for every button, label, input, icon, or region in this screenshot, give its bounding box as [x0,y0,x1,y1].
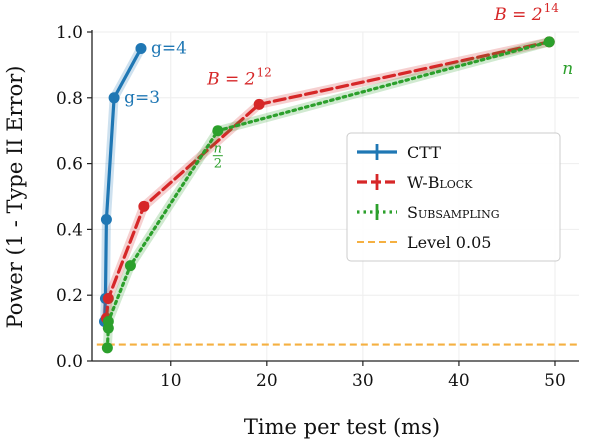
legend-box [346,132,561,262]
annotation-B-exponent: 12 [257,65,272,79]
y-tick-label: 0.6 [56,155,83,175]
y-tick-label: 0.8 [56,89,83,109]
annotation-B-12: B = 2 [206,69,255,89]
annotation-n: n [562,59,573,79]
y-tick-label: 1.0 [56,23,83,43]
annotation-g-eq-4: g=4 [151,38,187,58]
annotation-B-14: B = 2 [493,5,542,25]
annotation-frac-numerator: n [214,142,222,157]
x-axis-label: Time per test (ms) [244,415,440,439]
y-tick-label: 0.0 [56,352,83,372]
legend: CTT W-Block Subsampling Level 0.05 [346,132,561,262]
x-tick-label: 30 [352,371,374,391]
annotation-g-eq-3: g=3 [124,88,160,108]
x-tick-label: 10 [160,371,182,391]
y-tick-label: 0.4 [56,220,83,240]
axes: 10 20 30 40 50 0.0 0.2 0.4 0.6 0.8 1.0 [56,23,579,391]
legend-label: Subsampling [407,203,500,222]
annotation-B-exponent: 14 [544,1,560,15]
y-axis-label: Power (1 - Type II Error) [3,65,27,328]
annotation-frac-denominator: 2 [214,157,222,172]
y-tick-label: 0.2 [56,286,83,306]
series-group [98,36,555,354]
legend-label: W-Block [407,173,473,192]
x-tick-label: 40 [448,371,470,391]
x-tick-label: 20 [256,371,278,391]
legend-label: Level 0.05 [407,233,491,252]
x-tick-label: 50 [544,371,566,391]
legend-label: CTT [407,143,441,162]
